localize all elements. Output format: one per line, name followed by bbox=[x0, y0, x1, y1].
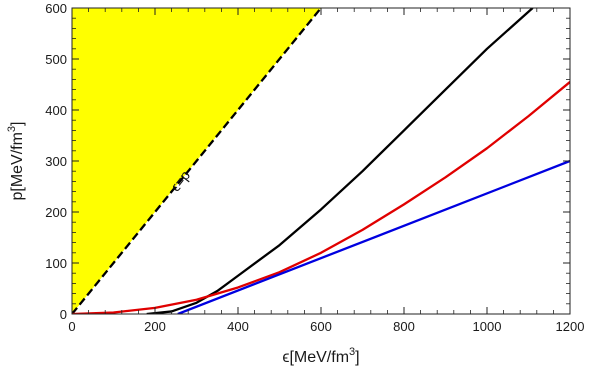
x-axis-title-main: ϵ[MeV/fm bbox=[282, 349, 349, 366]
series-line-2 bbox=[146, 8, 534, 314]
ticks-layer: 0 200 400 600 800 1000 1200 0 100 200 300 400 500 600 bbox=[45, 1, 584, 334]
series-line-4 bbox=[177, 159, 570, 314]
y-axis-title-sup: 3 bbox=[6, 126, 18, 132]
y-tick-label: 0 bbox=[60, 307, 67, 322]
x-tick-label: 200 bbox=[144, 319, 166, 334]
x-tick-label: 800 bbox=[393, 319, 415, 334]
y-tick-label: 500 bbox=[45, 52, 67, 67]
x-axis-title: ϵ[MeV/fm3] bbox=[282, 346, 359, 366]
x-tick-label: 600 bbox=[310, 319, 332, 334]
y-tick-label: 300 bbox=[45, 154, 67, 169]
series-line-1 bbox=[72, 8, 322, 314]
y-tick-label: 400 bbox=[45, 103, 67, 118]
x-tick-label: 1200 bbox=[556, 319, 585, 334]
y-axis-title-end: ] bbox=[9, 121, 26, 125]
y-tick-label: 600 bbox=[45, 1, 67, 16]
x-tick-label: 1000 bbox=[473, 319, 502, 334]
x-axis-title-end: ] bbox=[355, 349, 359, 366]
y-tick-label: 200 bbox=[45, 205, 67, 220]
x-axis-title-sup: 3 bbox=[349, 346, 355, 358]
x-tick-label: 400 bbox=[227, 319, 249, 334]
y-axis-title: p[MeV/fm3] bbox=[6, 121, 26, 200]
x-tick-label: 0 bbox=[68, 319, 75, 334]
y-axis-title-main: p[MeV/fm bbox=[9, 132, 26, 200]
y-tick-label: 100 bbox=[45, 256, 67, 271]
